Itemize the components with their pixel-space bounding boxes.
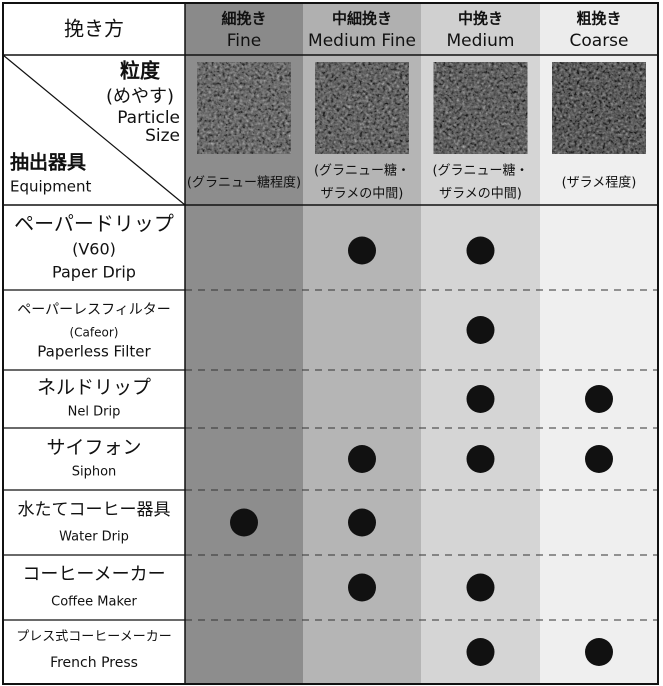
equipment-label: 抽出器具	[10, 151, 86, 174]
equipment-name: ペーパードリップ	[14, 212, 174, 236]
suitability-dot	[348, 236, 376, 265]
equipment-name: Nel Drip	[68, 405, 121, 420]
particle-image	[197, 62, 291, 154]
particle-label: (めやす)	[106, 86, 174, 107]
suitability-dot	[348, 445, 376, 473]
suitability-dot	[466, 385, 495, 413]
column-ja: 中細挽き	[332, 10, 392, 28]
diagonal	[2, 54, 186, 206]
suitability-dot	[466, 445, 495, 473]
header-bg	[185, 3, 303, 55]
equipment-name: (V60)	[72, 240, 116, 259]
suitability-dot	[585, 445, 613, 473]
equipment-name: サイフォン	[46, 437, 141, 459]
suitability-dot	[466, 236, 495, 265]
column-ja: 粗挽き	[576, 10, 621, 28]
particle-note: (グラニュー糖・	[432, 163, 528, 179]
column-ja: 細挽き	[221, 10, 266, 28]
column-en: Fine	[227, 31, 262, 51]
particle-label: Particle	[117, 108, 180, 128]
suitability-dot	[348, 508, 376, 537]
particle-note: ザラメの中間)	[321, 187, 404, 202]
particle-image	[315, 62, 409, 154]
particle-note: (グラニュー糖程度)	[187, 175, 301, 191]
equipment-name: French Press	[50, 655, 138, 671]
equipment-name: Coffee Maker	[51, 595, 137, 610]
particle-image	[552, 62, 646, 154]
equipment-name: 水たてコーヒー器具	[18, 500, 171, 520]
equipment-label: Equipment	[10, 178, 92, 196]
equipment-name: コーヒーメーカー	[22, 564, 165, 585]
corner-label: 挽き方	[64, 17, 124, 41]
particle-note: (グラニュー糖・	[314, 163, 410, 179]
equipment-name: ネルドリップ	[37, 377, 151, 399]
header-bg	[540, 3, 658, 55]
particle-image	[433, 62, 528, 154]
column-ja: 中挽き	[458, 10, 503, 28]
column-en: Medium Fine	[308, 31, 416, 51]
particle-label: Size	[145, 126, 180, 146]
equipment-name: プレス式コーヒーメーカー	[16, 630, 171, 645]
equipment-name: Paperless Filter	[37, 343, 151, 361]
suitability-dot	[585, 638, 613, 666]
equipment-name: Paper Drip	[52, 263, 136, 282]
suitability-dot	[466, 316, 495, 344]
suitability-dot	[466, 638, 495, 666]
particle-label: 粒度	[120, 59, 161, 83]
column-bg	[540, 55, 658, 684]
equipment-name: Water Drip	[59, 530, 129, 545]
equipment-name: (Cafeor)	[70, 326, 119, 340]
particle-note: ザラメの中間)	[439, 187, 522, 202]
suitability-dot	[230, 508, 258, 537]
header-bg	[421, 3, 540, 55]
suitability-dot	[585, 385, 613, 413]
equipment-name: ペーパーレスフィルター	[17, 302, 171, 318]
equipment-name: Siphon	[72, 465, 117, 480]
particle-note: (ザラメ程度)	[562, 175, 637, 191]
column-en: Coarse	[570, 31, 629, 51]
column-en: Medium	[447, 31, 515, 51]
header-bg	[303, 3, 421, 55]
suitability-dot	[348, 573, 376, 602]
suitability-dot	[466, 573, 495, 602]
